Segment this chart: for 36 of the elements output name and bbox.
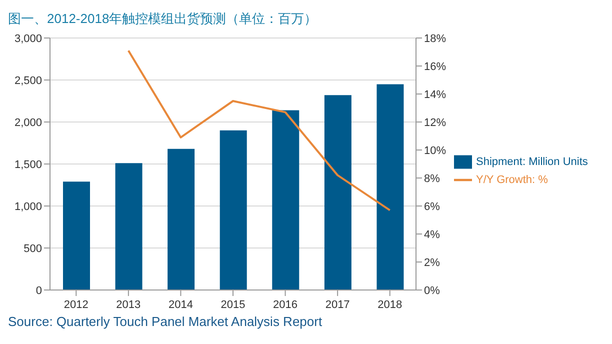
y-tick-label: 3,000 <box>14 32 42 45</box>
x-tick-label: 2012 <box>64 298 88 311</box>
y-tick-label: 1,000 <box>14 200 42 213</box>
y-tick-label: 1,500 <box>14 158 42 171</box>
x-tick-label: 2017 <box>325 298 350 311</box>
y-tick-label: 0 <box>36 284 42 297</box>
y2-tick-label: 10% <box>424 144 446 157</box>
y2-tick-label: 14% <box>424 88 446 101</box>
y2-tick-label: 0% <box>424 284 440 297</box>
bar <box>63 182 90 290</box>
bar <box>272 110 300 290</box>
y2-tick-label: 16% <box>424 60 446 73</box>
line-series <box>127 50 391 212</box>
source-note: Source: Quarterly Touch Panel Market Analysis Report <box>8 314 324 329</box>
bar <box>324 95 352 290</box>
chart-title: 图一、2012-2018年触控模组出货预测（单位：百万） <box>8 10 318 28</box>
legend-label: Shipment: Million Units <box>476 156 588 168</box>
y2-tick-label: 6% <box>424 200 440 213</box>
bar <box>220 130 247 290</box>
y2-tick-label: 8% <box>424 172 440 185</box>
y-tick-label: 2,500 <box>14 74 42 87</box>
x-tick-label: 2013 <box>116 298 141 311</box>
bar <box>115 163 142 290</box>
x-tick-label: 2015 <box>220 298 246 311</box>
y2-tick-label: 12% <box>424 116 446 129</box>
x-tick-label: 2018 <box>378 298 402 311</box>
y2-tick-label: 18% <box>424 32 446 45</box>
bar <box>168 148 195 290</box>
x-tick-label: 2016 <box>273 298 298 311</box>
x-tick-label: 2014 <box>168 298 193 311</box>
y2-tick-label: 2% <box>424 256 440 269</box>
legend-label: Y/Y Growth: % <box>476 174 548 186</box>
y-tick-label: 2,000 <box>14 116 42 129</box>
y-tick-label: 500 <box>24 242 42 255</box>
y2-tick-label: 4% <box>424 228 440 241</box>
bar <box>376 84 404 290</box>
